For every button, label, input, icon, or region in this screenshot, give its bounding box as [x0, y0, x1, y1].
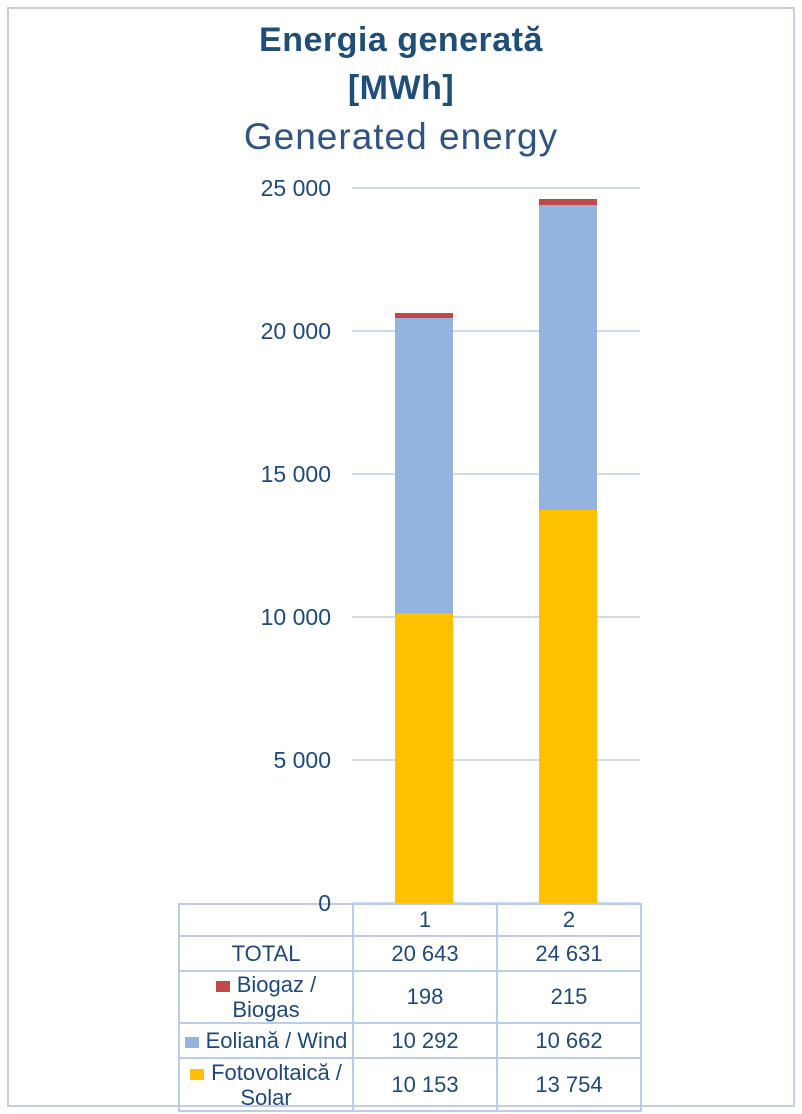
stacked-bar-1 — [395, 188, 453, 903]
row-label-text: Biogaz / Biogas — [232, 972, 317, 1022]
value-cell: 10 662 — [496, 1022, 642, 1059]
table-row: Fotovoltaică / Solar 10 153 13 754 — [178, 1057, 642, 1112]
gridline — [352, 902, 640, 904]
value-cell: 10 292 — [352, 1022, 498, 1059]
chart-title-line2: [MWh] — [347, 69, 455, 107]
gridline — [352, 330, 640, 332]
gridline — [352, 759, 640, 761]
bar-segment-biogaz-1 — [395, 312, 453, 319]
gridline — [352, 616, 640, 618]
title-block: Energia generată [MWh] Generated energy — [0, 16, 802, 160]
legend-swatch-icon — [184, 1037, 199, 1048]
row-label-cell: TOTAL — [178, 935, 354, 972]
y-axis-tick-label: 25 000 — [260, 175, 331, 201]
y-axis-tick-label: 20 000 — [260, 318, 331, 344]
table-row: TOTAL 20 643 24 631 — [178, 935, 642, 972]
legend-swatch-icon — [215, 981, 230, 992]
table-row: Biogaz / Biogas 198 215 — [178, 970, 642, 1024]
table-row: Eoliană / Wind 10 292 10 662 — [178, 1022, 642, 1059]
y-axis-tick-label: 15 000 — [260, 461, 331, 487]
value-cell: 198 — [352, 970, 498, 1024]
data-table: 1 2 TOTAL 20 643 24 631 Biogaz / Biogas 198 215… — [178, 903, 642, 1112]
value-cell: 215 — [496, 970, 642, 1024]
chart-title-line1: Energia generată — [259, 21, 543, 59]
chart-subtitle: Generated energy — [243, 116, 559, 157]
y-axis-tick-label: 5 000 — [273, 747, 331, 773]
value-cell: 13 754 — [496, 1057, 642, 1112]
stacked-bar-2 — [539, 188, 597, 903]
bar-segment-eoliană-1 — [395, 318, 453, 613]
y-axis-tick-label: 0 — [318, 890, 331, 916]
bar-segment-fotovoltaică-1 — [395, 612, 453, 903]
bar-segment-fotovoltaică-2 — [539, 509, 597, 903]
category-header-cell: 2 — [496, 903, 642, 937]
category-header-cell: 1 — [352, 903, 498, 937]
row-label-cell: Biogaz / Biogas — [178, 970, 354, 1024]
bar-segment-eoliană-2 — [539, 204, 597, 510]
row-label-text: TOTAL — [231, 941, 301, 966]
value-cell: 10 153 — [352, 1057, 498, 1112]
bar-segment-biogaz-2 — [539, 198, 597, 205]
value-cell: 24 631 — [496, 935, 642, 972]
row-label-cell: Eoliană / Wind — [178, 1022, 354, 1059]
plot-area — [352, 187, 640, 904]
table-empty-corner-cell — [178, 903, 354, 937]
gridline — [352, 473, 640, 475]
row-label-cell: Fotovoltaică / Solar — [178, 1057, 354, 1112]
row-label-text: Fotovoltaică / Solar — [211, 1059, 342, 1110]
value-cell: 20 643 — [352, 935, 498, 972]
data-table-body: 1 2 TOTAL 20 643 24 631 Biogaz / Biogas 198 215… — [178, 903, 642, 1112]
y-axis-tick-label: 10 000 — [260, 604, 331, 630]
gridline — [352, 187, 640, 189]
row-label-text: Eoliană / Wind — [205, 1028, 348, 1053]
legend-swatch-icon — [190, 1068, 205, 1080]
